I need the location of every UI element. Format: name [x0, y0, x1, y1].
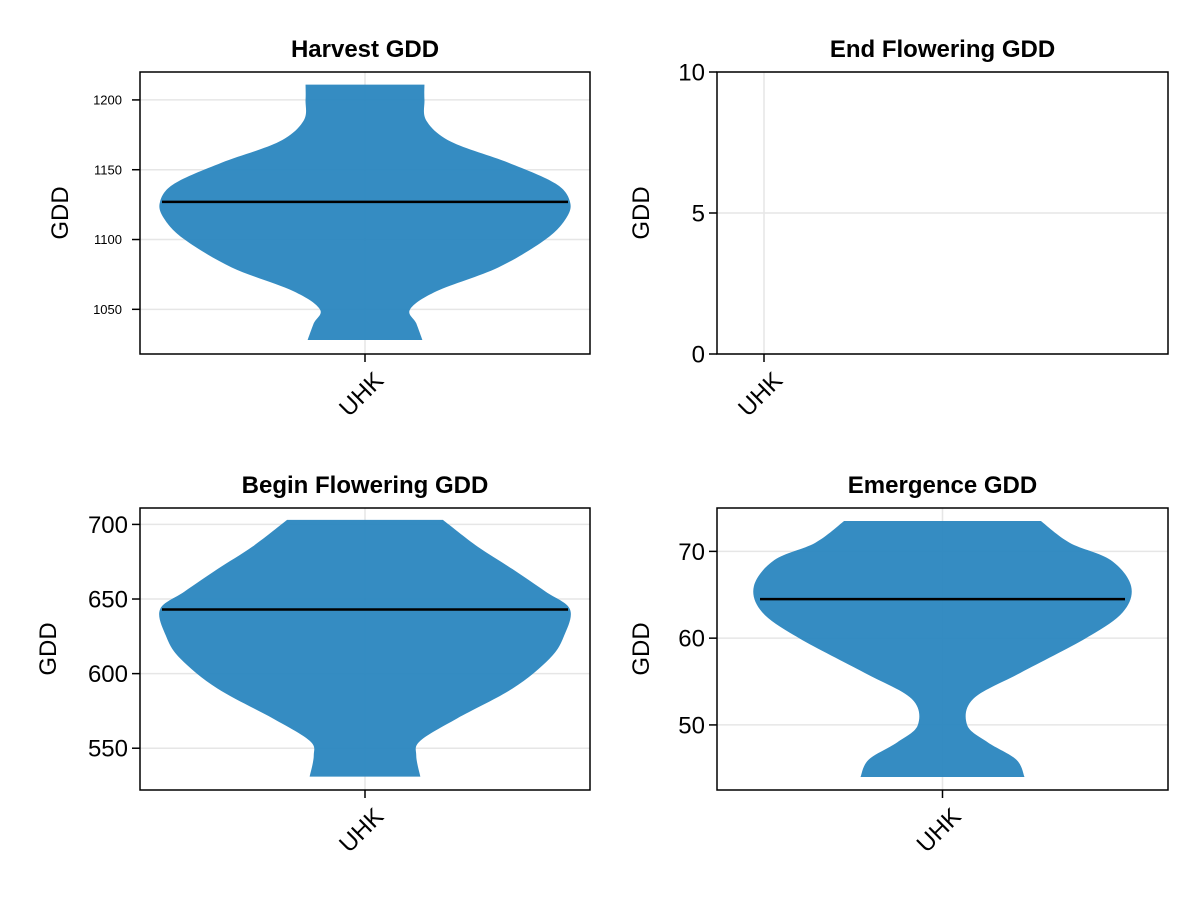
chart-title: End Flowering GDD	[830, 36, 1055, 63]
chart-panel-1: 1050 1100 1150 1200 UHK Harvest GDD GDD	[47, 36, 591, 422]
y-tick-label: 1150	[94, 162, 122, 177]
y-tick-label: 700	[88, 512, 128, 539]
y-tick-label: 70	[678, 539, 705, 566]
x-tick-label: UHK	[334, 367, 389, 422]
x-tick-label: UHK	[912, 803, 967, 858]
y-tick-label: 600	[88, 661, 128, 688]
y-tick-label: 60	[678, 626, 705, 653]
y-tick-label: 5	[692, 200, 705, 227]
chart-panel-3: 550 600 650 700 UHK Begin Flowering GDD GDD	[35, 472, 591, 858]
chart-panel-2: 0 5 10 UHK End Flowering GDD GDD	[628, 36, 1169, 422]
y-axis-label: GDD	[628, 186, 655, 239]
y-axis-label: GDD	[35, 622, 62, 675]
y-tick-label: 1200	[93, 92, 122, 107]
chart-title: Emergence GDD	[848, 472, 1037, 499]
violin-body	[753, 521, 1132, 777]
y-tick-label: 1100	[94, 232, 122, 247]
y-tick-label: 650	[88, 586, 128, 613]
chart-panel-4: 50 60 70 UHK Emergence GDD GDD	[628, 472, 1169, 858]
chart-title: Harvest GDD	[291, 36, 439, 63]
violin-body	[159, 519, 571, 777]
y-axis-label: GDD	[628, 622, 655, 675]
y-tick-label: 50	[678, 712, 705, 739]
y-tick-label: 0	[692, 341, 705, 368]
y-tick-label: 1050	[93, 302, 122, 317]
y-tick-label: 10	[678, 59, 705, 86]
violin-body	[159, 84, 571, 341]
x-tick-label: UHK	[334, 803, 389, 858]
chart-title: Begin Flowering GDD	[242, 472, 489, 499]
x-tick-label: UHK	[733, 367, 788, 422]
y-axis-label: GDD	[47, 186, 74, 239]
y-tick-label: 550	[88, 736, 128, 763]
